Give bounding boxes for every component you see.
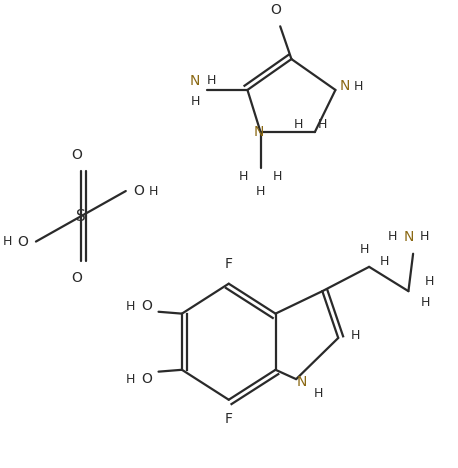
Text: H: H <box>149 184 158 197</box>
Text: H: H <box>388 230 397 243</box>
Text: O: O <box>133 184 144 198</box>
Text: H: H <box>420 296 430 309</box>
Text: N: N <box>190 73 200 88</box>
Text: F: F <box>225 412 233 426</box>
Text: O: O <box>17 234 28 249</box>
Text: O: O <box>72 271 82 285</box>
Text: N: N <box>253 125 264 139</box>
Text: H: H <box>318 118 327 131</box>
Text: H: H <box>256 184 265 197</box>
Text: S: S <box>76 209 86 224</box>
Text: N: N <box>339 79 350 93</box>
Text: H: H <box>3 235 12 248</box>
Text: H: H <box>354 80 364 93</box>
Text: H: H <box>239 170 248 183</box>
Text: N: N <box>296 375 307 389</box>
Text: H: H <box>314 387 323 400</box>
Text: N: N <box>403 230 414 244</box>
Text: H: H <box>294 118 304 131</box>
Text: H: H <box>191 95 200 108</box>
Text: O: O <box>72 147 82 161</box>
Text: H: H <box>424 275 434 288</box>
Text: H: H <box>273 170 282 183</box>
Text: O: O <box>141 372 152 386</box>
Text: F: F <box>225 257 233 271</box>
Text: O: O <box>141 299 152 313</box>
Text: H: H <box>207 74 217 87</box>
Text: H: H <box>360 243 369 256</box>
Text: H: H <box>379 255 389 268</box>
Text: H: H <box>420 230 429 243</box>
Text: H: H <box>350 329 360 342</box>
Text: H: H <box>126 300 135 313</box>
Text: O: O <box>270 3 281 17</box>
Text: H: H <box>126 373 135 386</box>
